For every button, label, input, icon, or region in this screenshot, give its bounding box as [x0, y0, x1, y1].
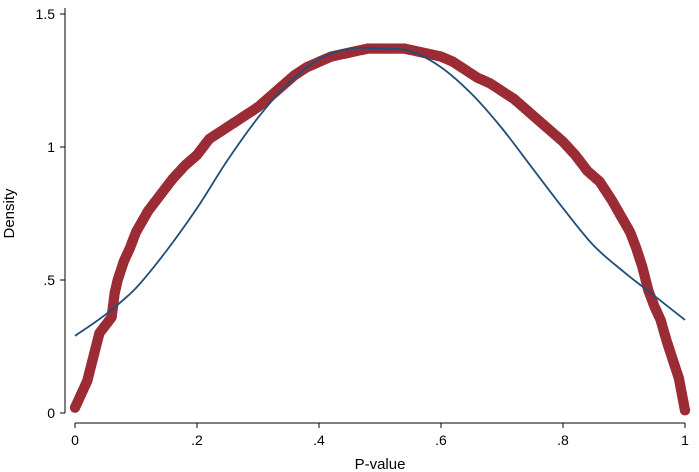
y-tick-label: 1.5	[36, 6, 56, 22]
x-tick-label: .4	[313, 432, 325, 448]
data-point	[679, 405, 691, 416]
x-tick-label: .8	[557, 432, 569, 448]
y-tick-label: 0	[47, 405, 55, 421]
x-axis-title: P-value	[355, 456, 406, 472]
x-tick-label: .6	[435, 432, 447, 448]
series-fitted-curve	[74, 46, 686, 337]
axes	[64, 8, 685, 424]
y-tick-label: 1	[47, 139, 55, 155]
y-tick-label: .5	[43, 272, 55, 288]
series	[69, 43, 691, 416]
x-tick-label: 0	[71, 432, 79, 448]
fitted-line	[74, 46, 686, 337]
ticks: 0 .5 1 1.5 0 .2 .4 .6 .8 1	[36, 6, 690, 448]
x-tick-label: 1	[681, 432, 689, 448]
series-empirical-density	[69, 43, 691, 416]
x-tick-label: .2	[191, 432, 203, 448]
y-axis-title: Density	[1, 188, 18, 239]
